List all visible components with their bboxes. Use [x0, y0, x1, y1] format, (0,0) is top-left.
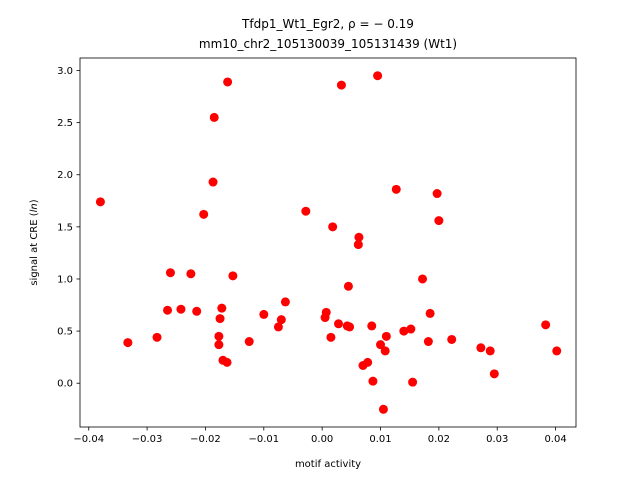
- data-points: [95, 71, 562, 414]
- data-point-27: [326, 332, 336, 342]
- y-tick-label-1: 0.5: [57, 327, 73, 338]
- data-point-24: [301, 206, 311, 216]
- data-point-37: [363, 357, 373, 367]
- data-point-49: [418, 274, 428, 284]
- data-point-0: [95, 197, 105, 207]
- data-point-23: [280, 297, 290, 307]
- y-tick-label-4: 2.0: [57, 170, 73, 181]
- data-point-28: [328, 222, 338, 232]
- data-point-42: [378, 404, 388, 414]
- plot-frame: [79, 57, 577, 428]
- data-point-9: [208, 177, 218, 187]
- data-point-50: [423, 337, 433, 347]
- data-point-48: [408, 377, 418, 387]
- data-point-8: [199, 209, 209, 219]
- data-point-6: [186, 269, 196, 279]
- data-point-32: [343, 281, 353, 291]
- data-point-53: [434, 216, 444, 226]
- chart-title-line1: Tfdp1_Wt1_Egr2, ρ = − 0.19: [241, 17, 414, 31]
- y-tick-label-3: 1.5: [57, 222, 73, 233]
- data-point-1: [123, 338, 133, 348]
- x-tick-label-2: −0.02: [190, 434, 221, 445]
- data-point-16: [222, 357, 232, 367]
- x-tick-label-8: 0.04: [544, 434, 566, 445]
- data-point-34: [353, 240, 363, 250]
- x-tick-label-0: −0.04: [73, 434, 104, 445]
- data-point-17: [223, 77, 233, 87]
- data-point-33: [345, 322, 355, 332]
- data-point-12: [214, 340, 224, 350]
- data-point-45: [391, 184, 401, 194]
- data-point-5: [176, 304, 186, 314]
- data-point-47: [406, 324, 416, 334]
- y-tick-label-0: 0.0: [57, 379, 73, 390]
- y-tick-label-2: 1.0: [57, 274, 73, 285]
- data-point-18: [228, 271, 238, 281]
- chart-title-line2: mm10_chr2_105130039_105131439 (Wt1): [199, 37, 457, 51]
- data-point-7: [192, 306, 202, 316]
- data-point-19: [244, 337, 254, 347]
- data-point-40: [373, 71, 383, 81]
- y-tick-label-5: 2.5: [57, 118, 73, 129]
- data-point-38: [367, 321, 377, 331]
- x-tick-label-6: 0.02: [428, 434, 450, 445]
- y-axis-label-suffix: ): [29, 199, 40, 203]
- data-point-59: [552, 346, 562, 356]
- data-point-20: [259, 309, 269, 319]
- data-point-51: [425, 308, 435, 318]
- data-point-11: [214, 331, 224, 341]
- x-tick-label-1: −0.03: [132, 434, 163, 445]
- data-point-57: [489, 369, 499, 379]
- x-tick-label-3: −0.01: [248, 434, 279, 445]
- data-point-2: [152, 332, 162, 342]
- y-tick-label-6: 3.0: [57, 66, 73, 77]
- data-point-3: [163, 305, 173, 315]
- y-axis-label: signal at CRE (ln): [29, 199, 40, 285]
- data-point-58: [541, 320, 551, 330]
- y-axis-label-italic: ln: [29, 203, 40, 212]
- data-point-21: [273, 322, 283, 332]
- data-point-44: [381, 331, 391, 341]
- y-axis-label-prefix: signal at CRE (: [29, 212, 40, 285]
- data-point-52: [432, 189, 442, 199]
- data-point-54: [447, 334, 457, 344]
- x-tick-label-5: 0.01: [369, 434, 391, 445]
- data-point-13: [215, 314, 225, 324]
- x-axis-ticks: −0.04 −0.03 −0.02 −0.01 0.00 0.01 0.02 0.03 0.04: [73, 427, 567, 445]
- y-axis-ticks: 0.0 0.5 1.0 1.5 2.0 2.5 3.0: [57, 66, 80, 390]
- data-point-46: [399, 326, 409, 336]
- x-tick-label-7: 0.03: [486, 434, 508, 445]
- data-point-4: [165, 268, 175, 278]
- data-point-22: [276, 315, 286, 325]
- data-point-55: [476, 343, 486, 353]
- data-point-39: [368, 376, 378, 386]
- data-point-26: [321, 307, 331, 317]
- x-axis-label: motif activity: [295, 459, 361, 470]
- data-point-35: [354, 232, 364, 242]
- data-point-43: [380, 346, 390, 356]
- data-point-30: [336, 80, 346, 90]
- data-point-56: [485, 346, 495, 356]
- data-point-10: [209, 112, 219, 122]
- x-tick-label-4: 0.00: [311, 434, 333, 445]
- data-point-14: [217, 303, 227, 313]
- data-point-41: [376, 340, 386, 350]
- data-point-29: [334, 319, 344, 329]
